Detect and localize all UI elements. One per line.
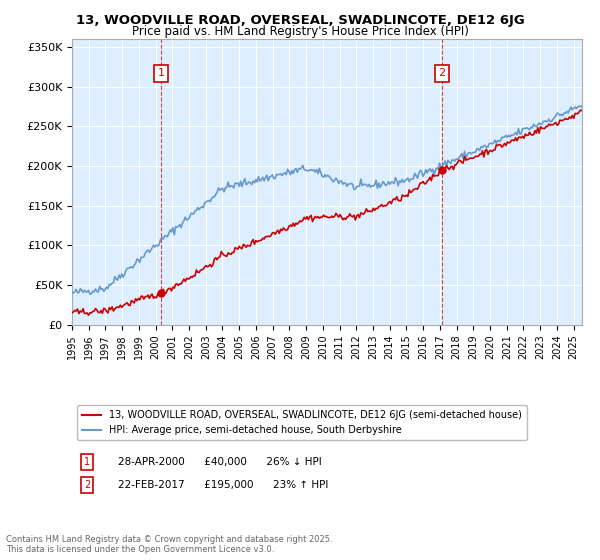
Text: 1: 1	[84, 457, 91, 467]
Text: Contains HM Land Registry data © Crown copyright and database right 2025.
This d: Contains HM Land Registry data © Crown c…	[6, 535, 332, 554]
Text: 2: 2	[84, 480, 91, 490]
Legend: 13, WOODVILLE ROAD, OVERSEAL, SWADLINCOTE, DE12 6JG (semi-detached house), HPI: : 13, WOODVILLE ROAD, OVERSEAL, SWADLINCOT…	[77, 405, 527, 440]
Text: 22-FEB-2017      £195,000      23% ↑ HPI: 22-FEB-2017 £195,000 23% ↑ HPI	[118, 480, 328, 490]
Text: Price paid vs. HM Land Registry's House Price Index (HPI): Price paid vs. HM Land Registry's House …	[131, 25, 469, 38]
Text: 28-APR-2000      £40,000      26% ↓ HPI: 28-APR-2000 £40,000 26% ↓ HPI	[118, 457, 322, 467]
Text: 1: 1	[157, 68, 164, 78]
Text: 13, WOODVILLE ROAD, OVERSEAL, SWADLINCOTE, DE12 6JG: 13, WOODVILLE ROAD, OVERSEAL, SWADLINCOT…	[76, 14, 524, 27]
Text: 2: 2	[439, 68, 446, 78]
